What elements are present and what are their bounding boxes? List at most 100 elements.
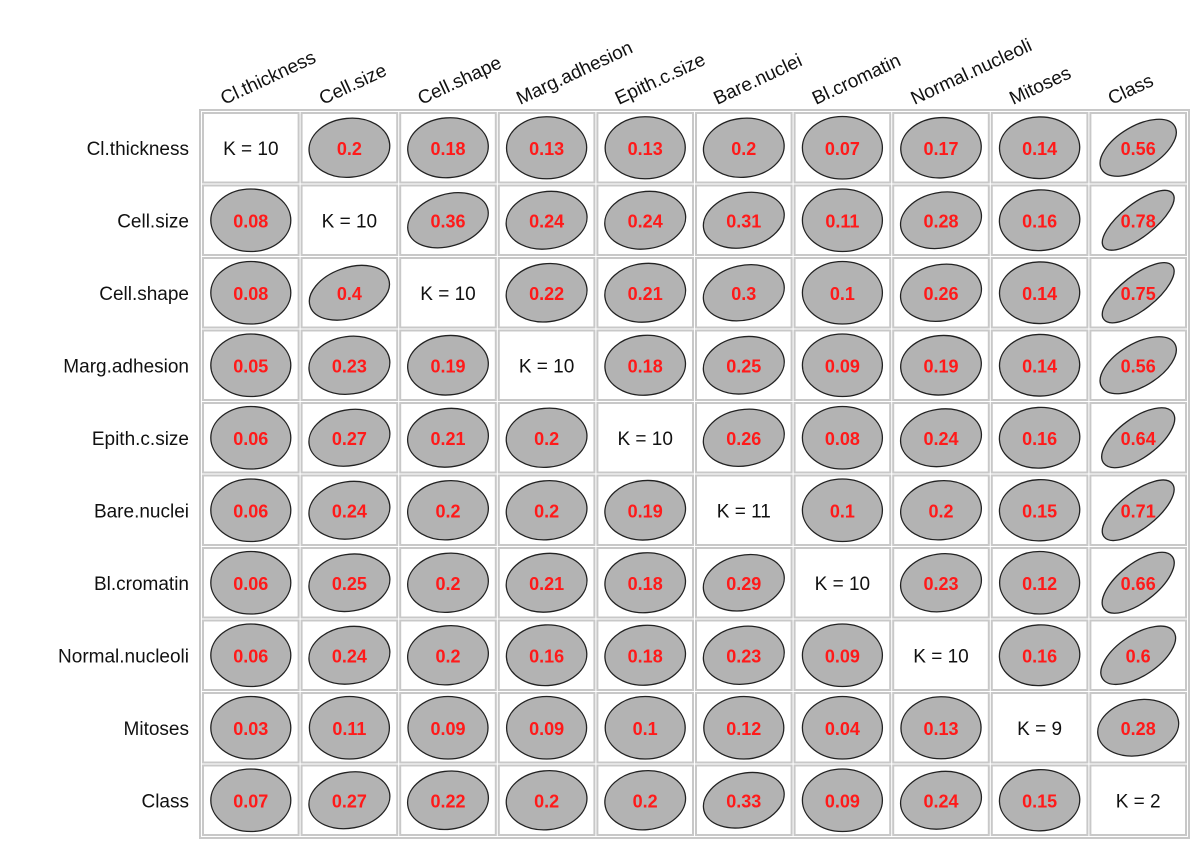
diagonal-label: K = 10 bbox=[519, 356, 574, 377]
association-ellipse bbox=[604, 190, 687, 250]
matrix-frame bbox=[199, 109, 1190, 839]
association-ellipse bbox=[604, 479, 687, 541]
value-label: 0.24 bbox=[332, 501, 367, 521]
matrix-cell bbox=[695, 474, 793, 546]
association-ellipse bbox=[406, 770, 490, 831]
value-label: 0.19 bbox=[430, 356, 465, 376]
value-label: 0.18 bbox=[430, 139, 465, 159]
value-label: 0.19 bbox=[628, 501, 663, 521]
value-label: 0.28 bbox=[1121, 719, 1156, 739]
diagonal-label: K = 9 bbox=[1017, 719, 1062, 740]
association-ellipse bbox=[1099, 118, 1177, 177]
value-label: 0.11 bbox=[332, 719, 366, 739]
row-label-cell-shape: Cell.shape bbox=[99, 284, 189, 305]
row-label-cl-thickness: Cl.thickness bbox=[87, 139, 189, 160]
matrix-cell bbox=[1089, 764, 1188, 836]
association-ellipse bbox=[308, 480, 391, 540]
association-ellipse bbox=[1101, 479, 1175, 542]
row-label-marg-adhesion: Marg.adhesion bbox=[63, 356, 189, 377]
association-ellipse bbox=[505, 770, 588, 831]
association-ellipse bbox=[407, 695, 489, 760]
row-label-normal-nucleoli: Normal.nucleoli bbox=[58, 646, 189, 667]
diagonal-label: K = 2 bbox=[1116, 791, 1161, 812]
value-label: 0.27 bbox=[332, 429, 367, 449]
association-ellipse bbox=[308, 335, 391, 395]
value-label: 0.09 bbox=[529, 719, 564, 739]
association-ellipse bbox=[210, 695, 292, 760]
value-label: 0.06 bbox=[233, 501, 268, 521]
association-ellipse bbox=[900, 116, 982, 179]
value-label: 0.24 bbox=[529, 211, 564, 231]
value-label: 0.18 bbox=[628, 574, 663, 594]
association-ellipse bbox=[505, 262, 588, 323]
association-ellipse bbox=[998, 333, 1081, 397]
association-ellipse bbox=[406, 625, 490, 686]
matrix-cell bbox=[596, 402, 695, 474]
association-ellipse bbox=[702, 771, 785, 829]
value-label: 0.26 bbox=[726, 429, 761, 449]
value-label: 0.31 bbox=[726, 211, 761, 231]
value-label: 0.07 bbox=[233, 791, 268, 811]
matrix-cell bbox=[892, 619, 990, 691]
row-label-bare-nuclei: Bare.nuclei bbox=[94, 501, 189, 522]
association-ellipse bbox=[505, 480, 588, 541]
column-label-cell-size: Cell.size bbox=[316, 60, 390, 109]
association-ellipse bbox=[210, 623, 292, 688]
value-label: 0.75 bbox=[1121, 284, 1156, 304]
association-ellipse bbox=[210, 260, 292, 325]
matrix-cell bbox=[202, 112, 300, 184]
column-label-class: Class bbox=[1105, 70, 1157, 109]
value-label: 0.27 bbox=[332, 791, 367, 811]
value-label: 0.2 bbox=[534, 501, 559, 521]
association-ellipse bbox=[801, 768, 884, 833]
value-label: 0.24 bbox=[923, 429, 958, 449]
value-label: 0.23 bbox=[923, 574, 958, 594]
column-label-bare-nuclei: Bare.nuclei bbox=[711, 50, 806, 109]
association-ellipse bbox=[1101, 407, 1176, 469]
association-ellipse bbox=[604, 262, 687, 323]
association-ellipse bbox=[702, 117, 785, 178]
association-ellipse bbox=[702, 553, 785, 612]
value-label: 0.64 bbox=[1121, 429, 1156, 449]
value-label: 0.26 bbox=[923, 284, 958, 304]
value-label: 0.07 bbox=[825, 139, 860, 159]
association-ellipse bbox=[998, 261, 1081, 325]
value-label: 0.16 bbox=[1022, 429, 1057, 449]
association-ellipse bbox=[505, 116, 588, 180]
value-label: 0.2 bbox=[731, 139, 756, 159]
association-ellipse bbox=[1101, 189, 1175, 251]
association-ellipse bbox=[1097, 698, 1180, 757]
value-label: 0.15 bbox=[1022, 791, 1057, 811]
association-ellipse bbox=[801, 333, 884, 398]
diagonal-label: K = 10 bbox=[322, 211, 377, 232]
association-ellipse bbox=[998, 769, 1081, 832]
association-ellipse bbox=[1100, 625, 1177, 686]
association-ellipse bbox=[998, 116, 1081, 180]
association-ellipse bbox=[899, 408, 983, 468]
value-label: 0.14 bbox=[1022, 139, 1057, 159]
value-label: 0.16 bbox=[529, 646, 564, 666]
value-label: 0.2 bbox=[435, 501, 460, 521]
association-ellipse bbox=[998, 189, 1081, 252]
row-label-bl-cromatin: Bl.cromatin bbox=[94, 574, 189, 595]
value-label: 0.06 bbox=[233, 646, 268, 666]
value-label: 0.08 bbox=[233, 211, 268, 231]
association-ellipse bbox=[407, 117, 489, 179]
value-label: 0.6 bbox=[1126, 646, 1151, 666]
value-label: 0.1 bbox=[830, 501, 855, 521]
value-label: 0.2 bbox=[435, 646, 460, 666]
row-label-mitoses: Mitoses bbox=[124, 719, 189, 740]
value-label: 0.2 bbox=[435, 574, 460, 594]
value-label: 0.17 bbox=[923, 139, 958, 159]
association-ellipse bbox=[505, 624, 588, 687]
association-ellipse bbox=[604, 770, 687, 831]
association-ellipse bbox=[604, 116, 686, 180]
value-label: 0.16 bbox=[1022, 646, 1057, 666]
value-label: 0.08 bbox=[233, 284, 268, 304]
value-label: 0.2 bbox=[928, 501, 953, 521]
column-label-bl-cromatin: Bl.cromatin bbox=[809, 50, 904, 109]
association-ellipse bbox=[702, 625, 785, 685]
association-ellipse bbox=[702, 335, 785, 395]
value-label: 0.66 bbox=[1121, 574, 1156, 594]
